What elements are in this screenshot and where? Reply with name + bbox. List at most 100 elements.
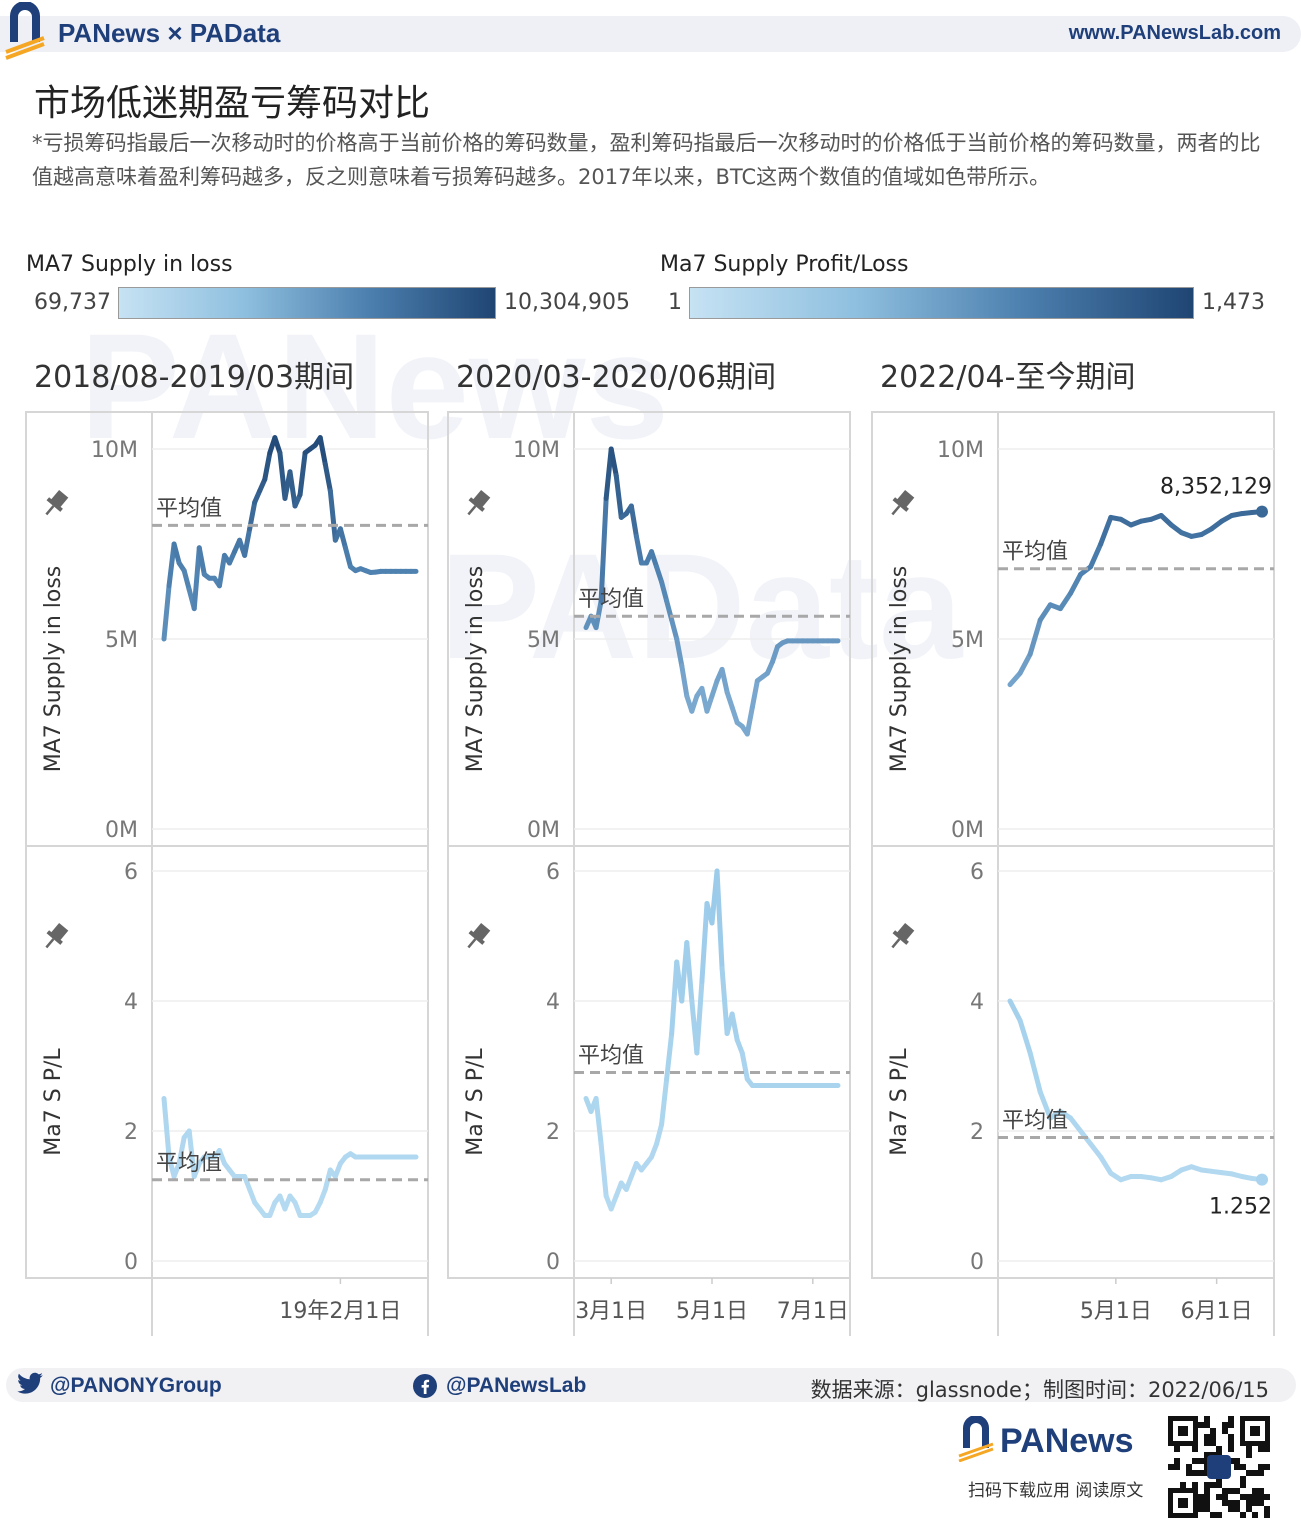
last-point-marker [1256, 1173, 1268, 1186]
qr-module [1198, 1458, 1204, 1464]
qr-module [1222, 1428, 1228, 1434]
y-tick-label: 0 [970, 1250, 984, 1275]
panel-frame-top [25, 411, 429, 847]
qr-module [1204, 1482, 1210, 1488]
pin-needle [45, 505, 55, 516]
qr-module [1258, 1446, 1264, 1452]
qr-module [1234, 1464, 1240, 1470]
twitter-handle[interactable]: @PANONYGroup [50, 1374, 222, 1397]
x-tick-label: 5月1日 [1080, 1299, 1152, 1324]
y-tick-label: 10M [513, 438, 560, 463]
series-segment [608, 446, 619, 479]
pin-icon[interactable] [461, 921, 492, 953]
series-segment [161, 583, 172, 642]
qr-module [1192, 1482, 1198, 1488]
series-segment [729, 704, 740, 726]
last-value-label: 1.252 [1209, 1195, 1272, 1220]
series-segment [704, 693, 715, 714]
y-tick-label: 2 [124, 1120, 138, 1145]
series-segment [628, 503, 639, 539]
qr-module [1186, 1464, 1192, 1470]
qr-finder-dot [1250, 1426, 1260, 1436]
series-segment [186, 1128, 197, 1179]
average-label: 平均值 [156, 1151, 222, 1176]
series-segment [337, 526, 348, 551]
series-segment [674, 636, 685, 669]
qr-module [1222, 1488, 1228, 1494]
last-point-marker [1256, 505, 1268, 518]
series-segment [689, 693, 700, 714]
qr-module [1234, 1500, 1240, 1506]
series-segment [1007, 998, 1023, 1023]
pin-icon[interactable] [885, 488, 916, 520]
qr-module [1210, 1482, 1216, 1488]
qr-module [1192, 1446, 1198, 1452]
qr-code-icon[interactable] [1168, 1416, 1270, 1518]
pin-icon[interactable] [885, 921, 916, 953]
series-segment [684, 940, 695, 1004]
series-segment [699, 901, 710, 984]
series-segment [719, 666, 730, 695]
series-segment [272, 435, 283, 456]
qr-module [1246, 1446, 1252, 1452]
qr-module [1192, 1470, 1198, 1476]
y-tick-label: 4 [970, 990, 984, 1015]
y-axis-label: MA7 Supply in loss [887, 566, 912, 773]
y-tick-label: 6 [546, 860, 560, 885]
site-link[interactable]: www.PANewsLab.com [1068, 22, 1281, 44]
series-segment [613, 473, 624, 520]
qr-module [1222, 1422, 1228, 1428]
series-segment [1027, 1050, 1043, 1095]
qr-module [1186, 1470, 1192, 1476]
header-bar [0, 16, 1301, 52]
series-segment [161, 1096, 172, 1160]
pin-icon[interactable] [39, 488, 70, 520]
legend-label-profit-loss: Ma7 Supply Profit/Loss [660, 252, 909, 277]
series-segment [242, 526, 253, 558]
legend-min-supply-loss: 69,737 [34, 290, 111, 315]
qr-module [1174, 1458, 1180, 1464]
chart-note: *亏损筹码指最后一次移动时的价格高于当前价格的筹码数量，盈利筹码指最后一次移动时… [32, 131, 1261, 189]
series-segment [322, 1167, 333, 1192]
pin-base [892, 497, 909, 512]
series-segment [1037, 1089, 1053, 1121]
series-segment [1067, 571, 1084, 596]
qr-module [1258, 1488, 1264, 1494]
qr-module [1264, 1446, 1270, 1452]
qr-module [1210, 1440, 1216, 1446]
series-segment [744, 704, 755, 737]
qr-module [1204, 1452, 1210, 1458]
qr-module [1216, 1482, 1222, 1488]
series-segment [262, 450, 273, 482]
qr-module [1204, 1500, 1210, 1506]
y-tick-label: 0M [105, 818, 138, 843]
facebook-handle[interactable]: @PANewsLab [446, 1374, 587, 1397]
qr-module [1180, 1482, 1186, 1488]
qr-module [1210, 1512, 1216, 1518]
series-segment [322, 461, 333, 494]
y-tick-label: 0 [124, 1250, 138, 1275]
y-tick-label: 0 [546, 1250, 560, 1275]
series-segment [593, 1096, 604, 1147]
qr-module [1192, 1458, 1198, 1464]
qr-module [1222, 1494, 1228, 1500]
qr-module [1246, 1494, 1252, 1500]
series-segment [1057, 590, 1073, 612]
series-segment [327, 488, 338, 543]
pin-icon[interactable] [39, 921, 70, 953]
series-segment [714, 868, 725, 971]
qr-module [1240, 1494, 1246, 1500]
x-tick-label: 3月1日 [575, 1299, 647, 1324]
y-tick-label: 6 [124, 860, 138, 885]
y-tick-label: 10M [937, 438, 984, 463]
pin-icon[interactable] [461, 488, 492, 520]
series-segment [1017, 651, 1033, 676]
brand-title: PANews × PAData [58, 18, 281, 48]
qr-module [1246, 1470, 1252, 1476]
qr-module [1228, 1422, 1234, 1428]
qr-module [1246, 1500, 1252, 1506]
panel-frame-bottom [25, 845, 429, 1279]
qr-module [1258, 1464, 1264, 1470]
qr-module [1204, 1488, 1210, 1494]
legend-gradient-supply-loss [118, 287, 496, 319]
